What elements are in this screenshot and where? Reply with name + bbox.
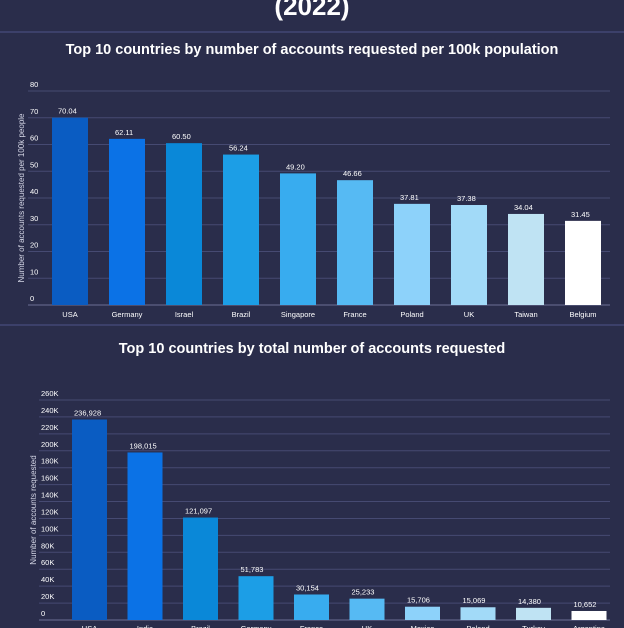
chart1-y-tick-label: 10 xyxy=(30,267,38,276)
chart2-y-tick-label: 160K xyxy=(41,474,59,483)
chart1-x-tick-label: France xyxy=(343,310,366,319)
chart1-data-label: 37.81 xyxy=(400,193,419,202)
chart1-bar xyxy=(394,203,430,305)
chart1-y-tick-label: 30 xyxy=(30,214,38,223)
chart2-data-label: 236,928 xyxy=(74,409,101,418)
chart2-y-tick-label: 100K xyxy=(41,524,59,533)
chart1-data-label: 49.20 xyxy=(286,162,305,171)
chart1-x-tick-label: Singapore xyxy=(281,310,315,319)
chart2-x-tick-label: Poland xyxy=(466,624,489,628)
chart2-x-tick-label: India xyxy=(137,624,154,628)
chart2-data-label: 25,233 xyxy=(352,588,375,597)
chart1-data-label: 31.45 xyxy=(571,210,590,219)
chart1-y-tick-label: 50 xyxy=(30,160,38,169)
chart1-y-tick-label: 70 xyxy=(30,107,38,116)
chart1-bar xyxy=(337,180,373,305)
chart2-bar xyxy=(571,610,607,620)
chart2-y-axis-title: Number of accounts requested xyxy=(29,455,38,564)
chart1-data-label: 56.24 xyxy=(229,144,248,153)
chart1-data-label: 60.50 xyxy=(172,132,191,141)
chart1-y-tick-label: 20 xyxy=(30,241,38,250)
chart1-x-tick-label: Poland xyxy=(400,310,423,319)
chart2-bar xyxy=(460,607,496,620)
chart1-y-tick-label: 40 xyxy=(30,187,38,196)
chart2-y-tick-label: 240K xyxy=(41,406,59,415)
chart2-x-tick-label: Mexico xyxy=(411,624,435,628)
page-title: (2022) xyxy=(274,0,350,21)
chart1-data-label: 70.04 xyxy=(58,107,77,116)
chart1-x-tick-label: Brazil xyxy=(232,310,251,319)
chart2-data-label: 198,015 xyxy=(130,441,157,450)
chart1-data-label: 46.66 xyxy=(343,169,362,178)
chart1-x-tick-label: Taiwan xyxy=(514,310,537,319)
chart2-y-tick-label: 60K xyxy=(41,558,54,567)
chart2-y-tick-label: 20K xyxy=(41,592,54,601)
section-divider xyxy=(0,31,624,33)
chart2-x-tick-label: USA xyxy=(82,624,97,628)
chart2-data-label: 15,069 xyxy=(463,596,486,605)
chart1-x-tick-label: Germany xyxy=(112,310,143,319)
chart1-y-tick-label: 60 xyxy=(30,134,38,143)
chart2-data-label: 15,706 xyxy=(407,596,430,605)
chart2-data-label: 51,783 xyxy=(241,565,264,574)
chart2-data-label: 30,154 xyxy=(296,583,319,592)
chart1-bar xyxy=(109,138,145,305)
chart2-bar xyxy=(349,598,385,620)
chart2-y-tick-label: 260K xyxy=(41,389,59,398)
chart1-bar xyxy=(508,213,544,305)
chart2-y-tick-label: 120K xyxy=(41,507,59,516)
chart1-x-tick-label: USA xyxy=(62,310,77,319)
chart1-title: Top 10 countries by number of accounts r… xyxy=(65,42,559,58)
chart1-y-tick-label: 80 xyxy=(30,80,38,89)
chart1-y-tick-label: 0 xyxy=(30,294,34,303)
chart2-data-label: 10,652 xyxy=(574,600,597,609)
chart1-bar xyxy=(52,117,88,305)
chart2-x-tick-label: Turkey xyxy=(522,624,545,628)
chart1-data-label: 37.38 xyxy=(457,194,476,203)
chart2-y-tick-label: 200K xyxy=(41,440,59,449)
chart1-bar xyxy=(223,154,259,305)
chart2-bar xyxy=(294,594,329,620)
chart2-x-tick-label: France xyxy=(300,624,323,628)
chart2-y-tick-label: 180K xyxy=(41,457,59,466)
chart2-x-tick-label: Argentina xyxy=(573,624,606,628)
chart2-bar xyxy=(127,452,163,620)
chart1-bar xyxy=(280,173,316,305)
chart2-plot: 0 20K 40K 60K 80K 100K 120K 140K 160K 180K 200K 220… xyxy=(29,389,610,628)
chart2-bar xyxy=(183,517,218,620)
chart2-y-tick-label: 0 xyxy=(41,609,45,618)
chart2-data-label: 14,380 xyxy=(518,597,541,606)
section-divider xyxy=(0,324,624,326)
chart1-x-tick-label: Belgium xyxy=(569,310,596,319)
chart1-bar xyxy=(565,220,601,305)
chart2-y-tick-label: 40K xyxy=(41,575,54,584)
chart2-x-tick-label: Germany xyxy=(241,624,272,628)
chart2-y-tick-label: 80K xyxy=(41,541,54,550)
chart1-x-tick-label: Israel xyxy=(175,310,194,319)
chart2-x-tick-label: Brazil xyxy=(191,624,210,628)
chart2-bar xyxy=(516,607,551,620)
chart2-bar xyxy=(72,419,107,620)
chart2-bar xyxy=(405,606,440,620)
chart2-title: Top 10 countries by total number of acco… xyxy=(118,341,506,357)
chart2-bar xyxy=(238,576,274,620)
chart2-y-tick-label: 220K xyxy=(41,423,59,432)
chart1-y-axis-title: Number of accounts requested per 100k pe… xyxy=(17,113,26,283)
chart2-y-tick-label: 140K xyxy=(41,491,59,500)
chart2-data-label: 121,097 xyxy=(185,507,212,516)
chart2-x-tick-label: UK xyxy=(362,624,372,628)
chart1-bar xyxy=(451,205,487,305)
chart1-bar xyxy=(166,143,202,305)
chart1-plot: 0 10 20 30 40 50 60 70 80 Number of accounts requ… xyxy=(17,80,610,319)
chart1-data-label: 34.04 xyxy=(514,203,533,212)
chart1-x-tick-label: UK xyxy=(464,310,474,319)
chart1-data-label: 62.11 xyxy=(115,128,133,137)
